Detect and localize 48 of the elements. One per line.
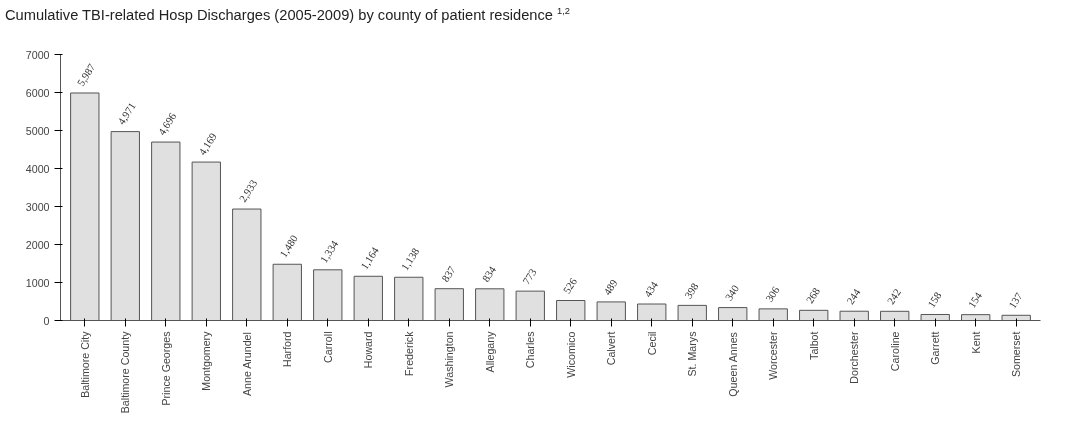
y-tick-label: 6000 [25,86,50,99]
data-label: 154 [966,289,985,310]
data-label: 434 [642,279,661,300]
y-tick-label: 2000 [25,238,50,251]
y-tick-label: 0 [43,314,50,327]
data-label: 242 [885,286,904,307]
x-tick-label: Somerset [1010,331,1023,378]
x-tick-label: Carroll [321,331,334,363]
x-tick-label: Frederick [402,330,415,376]
data-label: 306 [763,283,782,304]
x-tick-label: Baltimore County [119,330,132,414]
x-tick-label: Montgomery [200,330,213,391]
data-label: 244 [844,286,863,307]
x-tick-label: Prince Georges [159,331,172,406]
data-label: 834 [480,263,499,284]
data-label: 489 [601,277,620,297]
x-tick-label: Charles [524,331,537,369]
x-tick-label: Washington [443,331,456,388]
y-tick-label: 7000 [25,48,50,61]
x-tick-label: Kent [969,331,982,354]
x-tick-label: Calvert [605,331,618,366]
x-tick-label: Garrett [929,331,942,365]
data-label: 837 [439,263,458,284]
data-label: 526 [561,275,580,296]
x-tick-label: Talbot [807,331,820,360]
x-tick-label: Allegany [483,330,496,373]
x-tick-label: Dorchester [848,331,861,384]
data-label: 773 [520,266,539,287]
x-tick-label: Baltimore City [78,330,91,398]
x-tick-label: Wicomico [564,331,577,378]
x-tick-label: Cecil [645,331,658,356]
x-tick-label: Anne Arundel [240,332,253,397]
x-tick-label: Harford [281,331,294,368]
y-tick-label: 4000 [25,162,50,175]
data-label: 340 [723,283,742,303]
x-tick-label: Worcester [767,331,780,380]
data-label: 398 [682,281,701,301]
data-label: 268 [804,286,823,306]
x-tick-label: St. Marys [686,331,699,377]
x-tick-label: Howard [362,331,375,369]
y-tick-label: 1000 [25,276,50,289]
data-label: 137 [1006,290,1025,311]
x-tick-label: Caroline [888,331,901,372]
data-label: 158 [925,290,944,310]
chart-title: Cumulative TBI-related Hosp Discharges (2005-2009) by county of patient residence $^{1,2}$ [5,5,571,25]
y-tick-label: 3000 [25,200,50,213]
y-tick-label: 5000 [25,124,50,137]
x-tick-label: Queen Annes [726,332,739,397]
